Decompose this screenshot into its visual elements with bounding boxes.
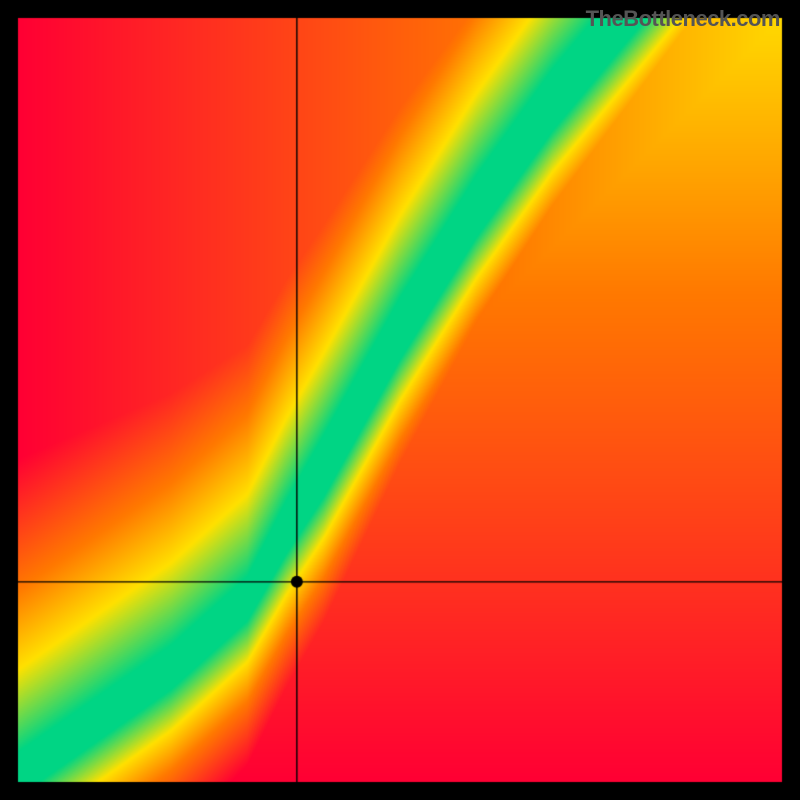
bottleneck-heatmap-container: TheBottleneck.com [0, 0, 800, 800]
watermark-text: TheBottleneck.com [586, 6, 780, 32]
bottleneck-heatmap-canvas [0, 0, 800, 800]
